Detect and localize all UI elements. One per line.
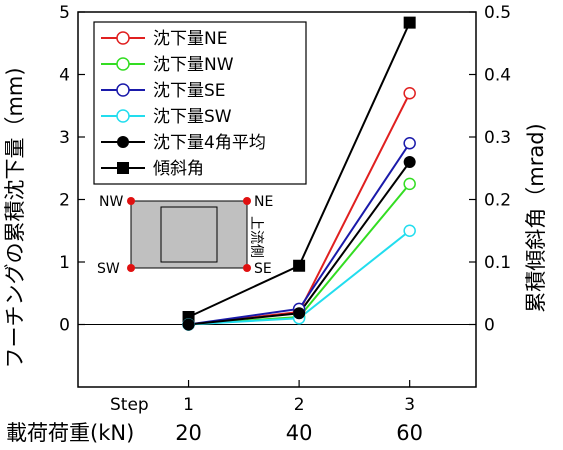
series-point [182,318,195,331]
y-right-tick-label: 0 [484,316,495,336]
legend-marker [116,83,130,97]
y-right-tick-label: 0.2 [484,191,511,211]
legend-box [93,21,307,185]
x-step-tick-label: 1 [183,395,194,415]
series-point [293,307,306,320]
footing-inner [160,206,218,263]
y-right-title: 累積傾斜角（mrad) [524,123,548,312]
series-point [403,224,416,237]
y-right-tick-label: 0.5 [484,3,511,23]
corner-sw-label: SW [97,261,120,277]
corner-se-label: SE [254,261,272,277]
legend-label: 傾斜角 [153,159,204,179]
legend-label: 沈下量NE [153,29,227,49]
y-left-tick-label: 3 [59,128,70,148]
legend-marker [117,136,129,148]
legend-label: 沈下量4角平均 [153,133,266,153]
x-step-tick-label: 3 [404,395,415,415]
y-right-tick-label: 0.4 [484,66,511,86]
corner-sw-dot [127,264,135,272]
series-point [403,156,416,168]
series-point [293,259,306,272]
y-left-tick-label: 5 [59,3,70,23]
upstream-side-label: 上流側 [248,216,264,258]
y-left-tick-label: 0 [59,316,70,336]
y-left-tick-label: 2 [59,191,70,211]
corner-se-dot [243,264,251,272]
x-row1-label: Step [110,395,149,415]
markers-layer [182,16,416,331]
y-right-tick-label: 0.1 [484,253,511,273]
y-left-title: フーチングの累積沈下量（mm) [3,67,27,368]
corner-ne-dot [243,197,251,205]
y-right-tick-label: 0.3 [484,128,511,148]
x-load-tick-label: 60 [396,421,423,445]
series-point [403,137,416,150]
x-row2-label: 載荷荷重(kN) [6,421,134,445]
series-point [403,177,416,191]
series-point [403,87,416,100]
y-left-tick-label: 1 [59,253,70,273]
corner-nw-dot [127,197,135,205]
legend-label: 沈下量NW [153,55,234,75]
corner-ne-label: NE [254,194,273,210]
x-load-tick-label: 20 [175,421,202,445]
series-point [403,16,416,29]
legend-marker [117,162,129,174]
legend-label: 沈下量SW [153,107,232,127]
y-left-tick-label: 4 [59,66,70,86]
legend-marker [116,57,130,71]
legend-label: 沈下量SE [153,81,226,101]
ticks-layer: 0 1 2 3 4 5 0 0.1 0.2 0.3 0.4 0.5 1 20 2 40 3 60 [59,3,511,445]
legend-marker [116,109,130,123]
x-step-tick-label: 2 [294,395,305,415]
legend-marker [116,31,130,45]
footing-inset: NW NE SW SE 上流側 [97,194,273,277]
corner-nw-label: NW [99,194,123,210]
x-load-tick-label: 40 [286,421,313,445]
